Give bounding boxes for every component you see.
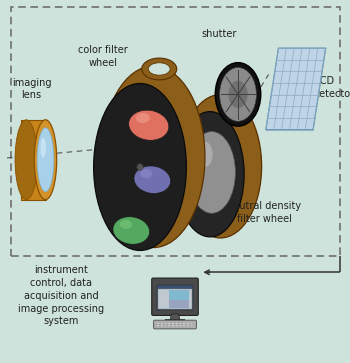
Ellipse shape [15, 120, 37, 200]
FancyBboxPatch shape [179, 325, 182, 327]
Polygon shape [170, 314, 180, 319]
FancyBboxPatch shape [157, 322, 159, 325]
Ellipse shape [220, 68, 256, 121]
Polygon shape [266, 48, 326, 130]
FancyBboxPatch shape [172, 325, 174, 327]
Ellipse shape [94, 83, 186, 250]
Text: imaging
lens: imaging lens [12, 78, 51, 100]
Ellipse shape [229, 81, 248, 108]
Ellipse shape [176, 112, 244, 237]
FancyBboxPatch shape [164, 325, 167, 327]
FancyBboxPatch shape [179, 322, 182, 325]
Ellipse shape [102, 66, 205, 248]
Ellipse shape [129, 110, 169, 140]
Ellipse shape [188, 131, 235, 213]
Ellipse shape [37, 128, 54, 192]
FancyBboxPatch shape [175, 322, 178, 325]
FancyBboxPatch shape [154, 320, 196, 329]
Text: instrument
control, data
acquisition and
image processing
system: instrument control, data acquisition and… [18, 265, 104, 326]
Ellipse shape [113, 217, 149, 244]
Ellipse shape [136, 113, 150, 123]
FancyBboxPatch shape [187, 322, 189, 325]
FancyBboxPatch shape [175, 325, 178, 327]
FancyBboxPatch shape [21, 120, 46, 200]
FancyBboxPatch shape [160, 325, 163, 327]
Ellipse shape [140, 169, 153, 178]
FancyBboxPatch shape [169, 290, 189, 308]
Polygon shape [165, 319, 185, 323]
FancyBboxPatch shape [168, 325, 170, 327]
FancyBboxPatch shape [168, 322, 170, 325]
FancyBboxPatch shape [160, 322, 163, 325]
FancyBboxPatch shape [172, 322, 174, 325]
Ellipse shape [137, 164, 143, 170]
Ellipse shape [197, 142, 213, 167]
FancyBboxPatch shape [183, 322, 186, 325]
Ellipse shape [215, 62, 261, 126]
Ellipse shape [34, 120, 57, 200]
Ellipse shape [148, 63, 170, 75]
FancyBboxPatch shape [169, 300, 189, 308]
Text: neutral density
filter wheel: neutral density filter wheel [227, 201, 301, 224]
Ellipse shape [120, 220, 132, 229]
FancyBboxPatch shape [164, 322, 167, 325]
FancyBboxPatch shape [190, 325, 193, 327]
Text: shutter: shutter [201, 29, 237, 40]
Text: CCD
detector: CCD detector [313, 76, 350, 98]
Text: color filter
wheel: color filter wheel [78, 45, 128, 68]
Ellipse shape [179, 94, 262, 238]
FancyBboxPatch shape [157, 285, 193, 310]
Ellipse shape [41, 138, 46, 158]
FancyBboxPatch shape [183, 325, 186, 327]
FancyBboxPatch shape [158, 289, 192, 309]
FancyBboxPatch shape [157, 325, 159, 327]
FancyBboxPatch shape [190, 322, 193, 325]
FancyBboxPatch shape [152, 278, 198, 315]
Ellipse shape [134, 166, 170, 193]
Ellipse shape [142, 58, 177, 80]
FancyBboxPatch shape [187, 325, 189, 327]
